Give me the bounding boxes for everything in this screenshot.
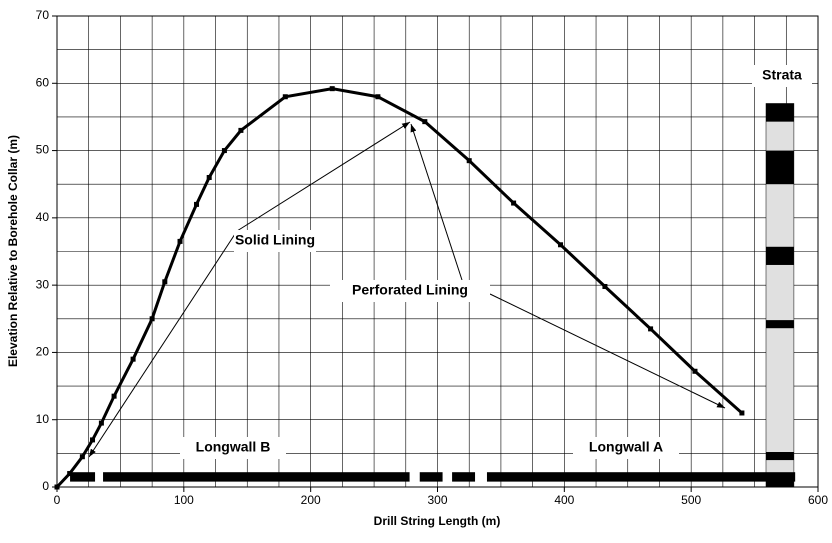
label-box <box>180 437 286 459</box>
point-marker <box>149 316 155 322</box>
longwall-segment <box>452 472 476 482</box>
point-marker <box>206 174 212 180</box>
x-tick-label: 100 <box>174 493 194 507</box>
strata-band <box>765 150 794 185</box>
x-tick-label: 600 <box>808 493 828 507</box>
arrows <box>88 121 726 458</box>
point-marker <box>90 437 96 443</box>
plot-frame <box>56 15 819 488</box>
point-marker <box>511 200 517 206</box>
point-marker <box>739 410 745 416</box>
y-tick-label: 40 <box>36 210 50 224</box>
arrow <box>88 230 238 458</box>
label-box <box>573 437 679 459</box>
annotation: Solid Lining <box>235 232 315 248</box>
y-tick-label: 30 <box>36 277 50 291</box>
point-marker <box>375 94 381 100</box>
arrow <box>410 123 463 281</box>
x-tick-label: 200 <box>301 493 321 507</box>
annotations: Solid Lining Perforated Lining Longwall … <box>180 65 812 459</box>
x-tick-label: 300 <box>427 493 447 507</box>
annotation: Longwall A <box>589 439 663 455</box>
point-marker <box>238 127 244 133</box>
x-tick-label: 400 <box>554 493 574 507</box>
y-tick-label: 70 <box>36 8 50 22</box>
point-marker <box>329 86 335 92</box>
point-marker <box>422 119 428 125</box>
point-marker <box>54 484 60 490</box>
point-marker <box>79 454 85 460</box>
longwall-segment <box>486 472 796 482</box>
label-box <box>234 230 316 252</box>
point-marker <box>67 471 73 477</box>
point-marker <box>194 201 200 207</box>
point-marker <box>221 148 227 154</box>
grid: 0 100 200 300 400 500 600 0 10 20 30 40 50 60 70 <box>36 8 829 507</box>
strata-band <box>765 320 794 329</box>
point-marker <box>692 368 698 374</box>
point-marker <box>111 393 117 399</box>
marks <box>54 86 796 490</box>
label-box <box>330 280 490 302</box>
x-tick-label: 500 <box>681 493 701 507</box>
arrow <box>236 121 411 232</box>
arrow <box>489 293 726 409</box>
x-tick-label: 0 <box>54 493 61 507</box>
strata-band <box>765 452 794 461</box>
annotation: Perforated Lining <box>352 282 468 298</box>
point-marker <box>558 242 564 248</box>
y-tick-label: 0 <box>42 479 49 493</box>
y-tick-label: 10 <box>36 412 50 426</box>
y-tick-label: 50 <box>36 143 50 157</box>
strata-band <box>765 103 794 122</box>
point-marker <box>98 420 104 426</box>
point-marker <box>177 238 183 244</box>
point-marker <box>282 94 288 100</box>
point-marker <box>162 279 168 285</box>
y-tick-label: 60 <box>36 75 50 89</box>
longwall-segment <box>419 472 443 482</box>
point-marker <box>648 326 654 332</box>
y-axis-label: Elevation Relative to Borehole Collar (m… <box>6 135 20 367</box>
point-marker <box>602 283 608 289</box>
y-tick-label: 20 <box>36 345 50 359</box>
point-marker <box>466 158 472 164</box>
longwall-segment <box>103 472 410 482</box>
point-marker <box>130 356 136 362</box>
strata-band <box>765 246 794 265</box>
strata-label: Strata <box>762 67 802 83</box>
longwall-segment <box>70 472 96 482</box>
label-box <box>752 65 812 87</box>
annotation: Longwall B <box>196 439 271 455</box>
x-axis-label: Drill String Length (m) <box>374 514 501 528</box>
